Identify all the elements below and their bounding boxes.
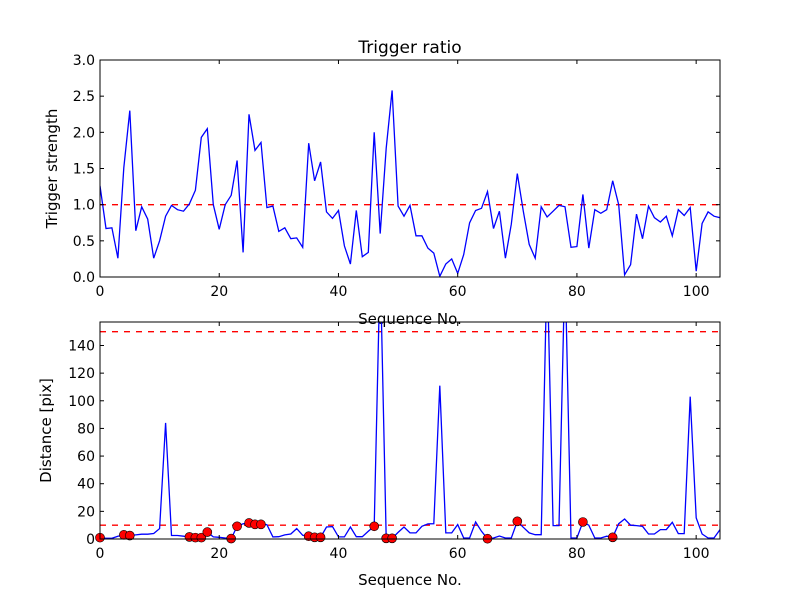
bottom-y-tick-label: 40	[77, 477, 95, 493]
bottom-y-tick-label: 140	[68, 338, 95, 354]
top-x-tick-label: 100	[683, 284, 710, 300]
bottom-x-tick-label: 100	[683, 546, 710, 562]
bottom-data-marker	[202, 527, 213, 537]
chart-title: Trigger ratio	[357, 38, 461, 58]
top-y-tick-label: 2.0	[73, 125, 95, 141]
bottom-x-tick-label: 40	[330, 546, 348, 562]
bottom-y-tick-label: 120	[68, 366, 95, 382]
bottom-data-marker	[232, 521, 242, 532]
bottom-y-tick-label: 0	[86, 532, 95, 548]
top-x-tick-label: 60	[449, 284, 467, 300]
bottom-x-tick-label: 20	[210, 546, 228, 562]
top-y-tick-label: 0.5	[73, 234, 95, 250]
bottom-data-marker	[578, 517, 588, 527]
bottom-data-marker	[607, 532, 618, 543]
top-y-tick-label: 1.5	[73, 162, 95, 178]
bottom-y-tick-label: 60	[77, 449, 95, 465]
top-y-tick-label: 0.0	[73, 270, 95, 286]
bottom-y-tick-label: 80	[77, 421, 95, 437]
bottom-x-tick-label: 0	[96, 546, 105, 562]
bottom-data-marker	[256, 519, 266, 530]
bottom-axes-frame	[99, 321, 721, 540]
top-x-tick-label: 40	[330, 284, 348, 300]
top-x-tick-label: 20	[210, 284, 228, 300]
bottom-data-marker	[125, 530, 135, 541]
top-y-tick-label: 2.5	[73, 89, 95, 105]
bottom-x-tick-label: 60	[449, 546, 467, 562]
bottom-data-marker	[369, 521, 380, 532]
bottom-series-line	[100, 322, 720, 539]
bottom-data-marker	[196, 532, 207, 543]
top-y-tick-label: 1.0	[73, 198, 95, 214]
top-axes-frame	[99, 59, 721, 278]
bottom-y-axis-label: Distance [pix]	[37, 378, 55, 483]
bottom-y-tick-label: 20	[77, 504, 95, 520]
bottom-y-tick-label: 100	[68, 394, 95, 410]
bottom-x-tick-label: 80	[568, 546, 586, 562]
bottom-data-marker	[315, 532, 326, 543]
top-y-tick-label: 3.0	[73, 53, 95, 69]
top-x-tick-label: 80	[568, 284, 586, 300]
bottom-data-marker	[512, 516, 523, 527]
bottom-data-marker	[387, 533, 397, 544]
top-y-axis-label: Trigger strength	[43, 109, 61, 230]
bottom-x-axis-label: Sequence No.	[358, 571, 462, 589]
top-x-tick-label: 0	[96, 284, 105, 300]
top-series-line	[100, 90, 720, 277]
top-x-axis-label: Sequence No.	[358, 310, 462, 328]
